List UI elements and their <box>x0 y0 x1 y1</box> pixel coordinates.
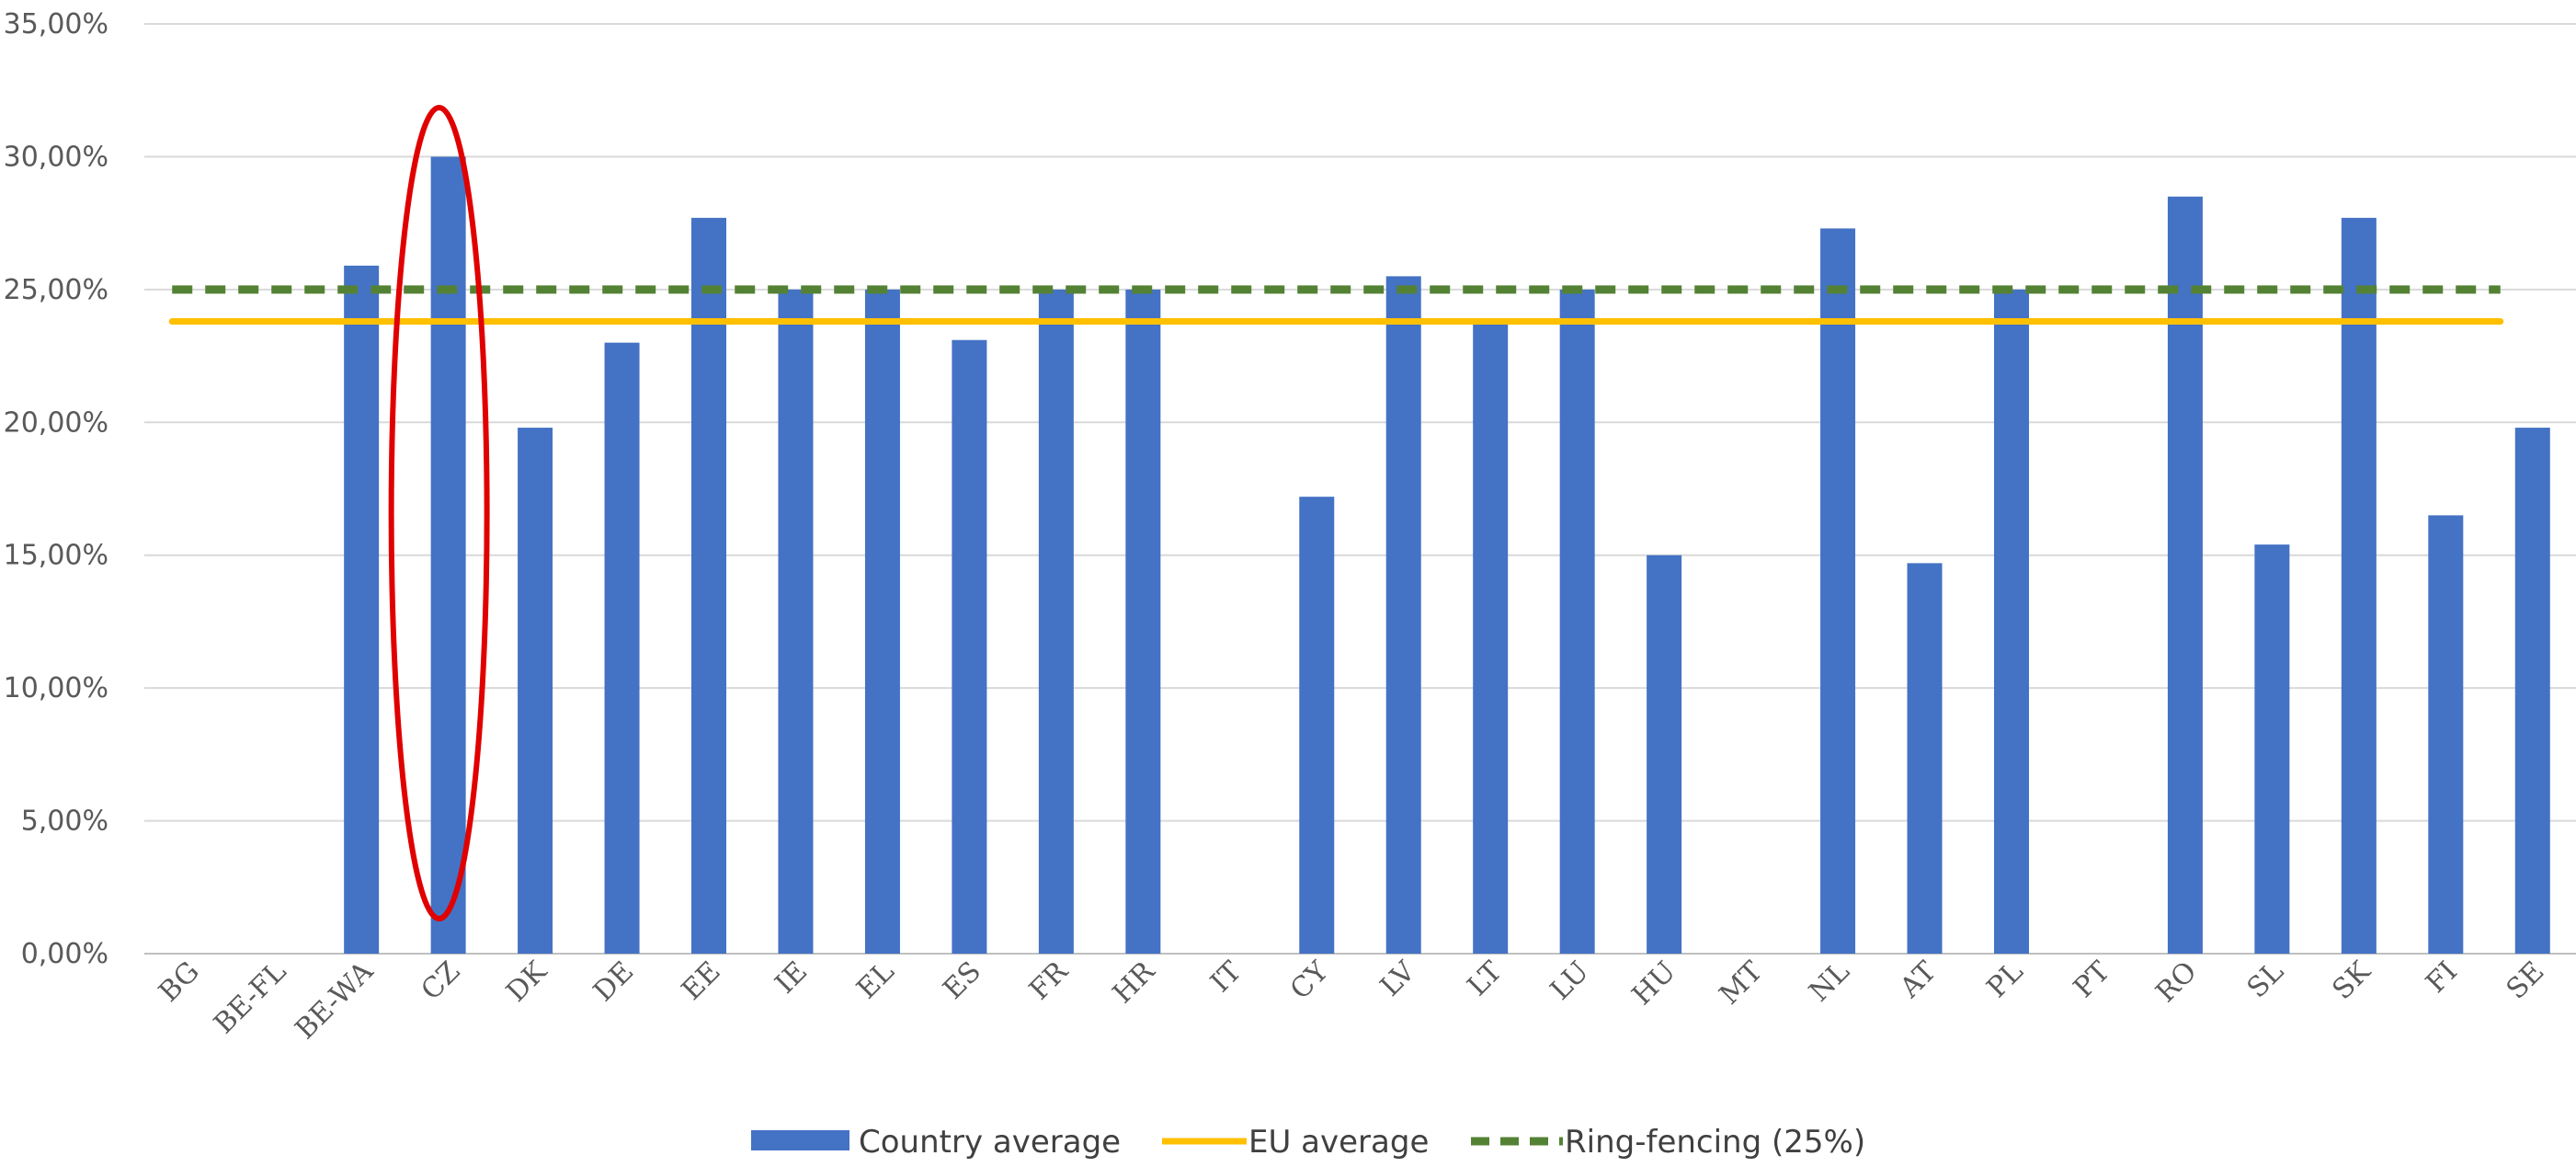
y-tick-label: 15,00% <box>4 540 108 572</box>
reference-lines <box>168 285 2504 326</box>
x-tick-label: ES <box>937 955 987 1006</box>
bar-cz <box>430 156 466 954</box>
bar-at <box>1907 563 1943 954</box>
x-tick-label: IE <box>769 955 815 1001</box>
bar-hr <box>1125 289 1161 954</box>
bar-se <box>2514 428 2550 954</box>
x-tick-label: LT <box>1462 955 1509 1002</box>
bar-de <box>604 342 640 955</box>
bar-es <box>952 339 987 954</box>
legend-swatch-bar <box>751 1130 849 1150</box>
x-tick-label: IT <box>1204 955 1248 999</box>
bar-sl <box>2254 544 2290 954</box>
x-tick-label: DE <box>587 955 640 1008</box>
bar-ee <box>691 217 727 954</box>
x-tick-label: EE <box>676 955 727 1007</box>
x-tick-label: CY <box>1284 955 1336 1006</box>
x-tick-label: HR <box>1107 955 1162 1010</box>
bar-sk <box>2341 217 2377 954</box>
x-tick-label: SL <box>2241 955 2290 1004</box>
bar-dk <box>518 428 553 954</box>
bar-ro <box>2167 196 2203 954</box>
bar-ie <box>778 289 814 954</box>
y-tick-label: 10,00% <box>4 672 108 704</box>
x-tick-label: DK <box>500 955 553 1008</box>
y-axis: 0,00% 5,00% 10,00% 15,00% 20,00% 25,00% 30,00%… <box>4 8 108 970</box>
x-tick-label: BE-FL <box>208 955 292 1040</box>
x-tick-label: PT <box>2068 955 2116 1004</box>
y-tick-label: 30,00% <box>4 141 108 173</box>
x-tick-label: FR <box>1023 955 1075 1006</box>
bar-be-wa <box>344 265 380 954</box>
legend: Country average EU average Ring-fencing (2… <box>751 1124 1865 1161</box>
x-tick-label: EL <box>850 955 900 1005</box>
x-tick-label: RO <box>2149 955 2203 1009</box>
bar-fr <box>1038 289 1074 954</box>
x-tick-label: PL <box>1981 955 2030 1004</box>
highlight-annotation <box>388 105 490 921</box>
x-tick-label: LU <box>1544 955 1596 1007</box>
bar-nl <box>1820 228 1856 955</box>
gridlines <box>144 23 2576 955</box>
bar-fi <box>2428 515 2464 954</box>
bar-series-country-average <box>344 156 2550 955</box>
highlight-ellipse <box>388 105 490 921</box>
legend-label: Country average <box>859 1124 1121 1161</box>
x-tick-label: LV <box>1374 955 1423 1003</box>
x-tick-label: AT <box>1893 955 1943 1005</box>
y-tick-label: 25,00% <box>4 274 108 306</box>
bar-pl <box>1993 289 2029 954</box>
bar-cy <box>1299 497 1335 954</box>
x-tick-label: BE-WA <box>290 955 381 1047</box>
y-tick-label: 0,00% <box>21 938 108 970</box>
bar-lt <box>1473 321 1509 954</box>
y-tick-label: 35,00% <box>4 8 108 40</box>
x-tick-label: HU <box>1626 955 1682 1012</box>
bar-lu <box>1559 289 1595 954</box>
y-tick-label: 5,00% <box>21 806 108 838</box>
legend-label: EU average <box>1248 1124 1429 1161</box>
bar-el <box>864 289 900 954</box>
x-tick-label: NL <box>1803 955 1855 1008</box>
x-tick-label: CZ <box>416 955 467 1007</box>
legend-label: Ring-fencing (25%) <box>1565 1124 1865 1161</box>
x-tick-label: MT <box>1714 955 1770 1012</box>
bar-lv <box>1385 276 1421 954</box>
x-tick-label: SK <box>2326 955 2377 1006</box>
x-tick-label: FI <box>2420 955 2464 1000</box>
y-tick-label: 20,00% <box>4 406 108 439</box>
bar-hu <box>1647 555 1682 954</box>
x-tick-label: BG <box>153 955 206 1009</box>
x-tick-label: SE <box>2501 955 2551 1006</box>
